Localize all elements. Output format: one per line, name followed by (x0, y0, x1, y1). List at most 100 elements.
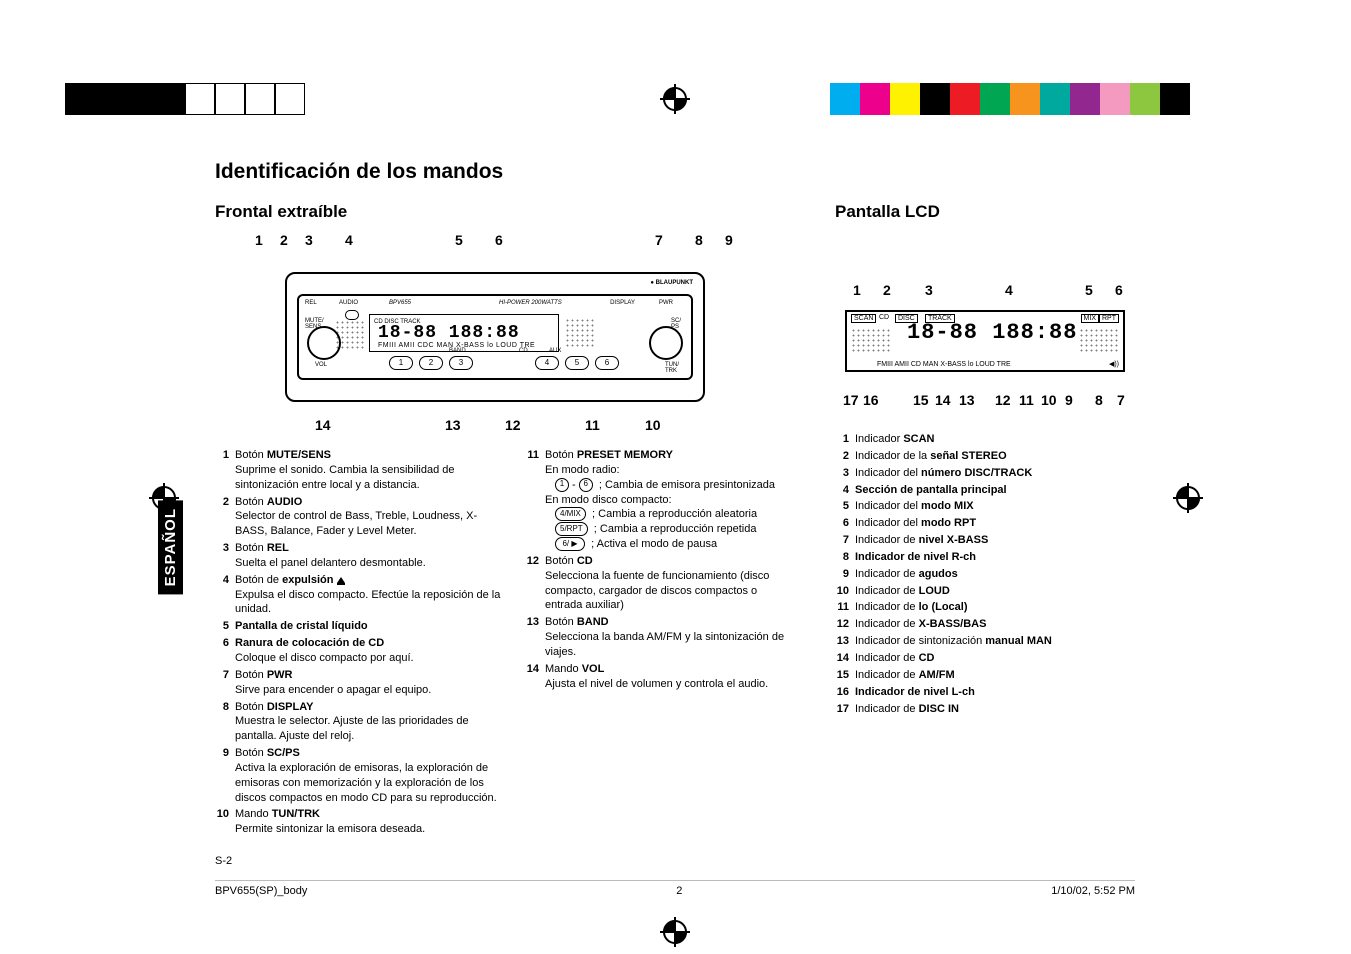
list-item: 2Botón AUDIOSelector de control de Bass,… (215, 495, 505, 540)
lcd-level-r (1079, 328, 1119, 354)
list-item: 4Botón de expulsión Expulsa el disco com… (215, 573, 505, 618)
front-panel-figure: 1 2 3 4 5 6 7 8 9 14 13 12 11 10 ● BLAUP… (215, 232, 775, 432)
brand-label: ● BLAUPUNKT (650, 280, 693, 286)
model-label: BPV655 (389, 300, 411, 306)
list-item: 11Indicador de lo (Local) (835, 600, 1135, 615)
list-item: 13Indicador de sintonización manual MAN (835, 634, 1135, 649)
list-item: 5Pantalla de cristal líquido (215, 619, 505, 634)
radio-frame: ● BLAUPUNKT REL AUDIO BPV655 HI-POWER 20… (285, 272, 705, 402)
aux-label: AUX (549, 348, 561, 354)
mute-label: MUTE/ SENS (305, 318, 324, 330)
callout-12: 12 (505, 417, 521, 433)
pwr-label: PWR (659, 300, 673, 306)
list-item: 10Mando TUN/TRKPermite sintonizar la emi… (215, 807, 505, 837)
list-item: 4Sección de pantalla principal (835, 483, 1135, 498)
lcd-level-l (851, 328, 891, 354)
lcd-c3: 3 (925, 282, 933, 298)
list-item: 6Indicador del modo RPT (835, 516, 1135, 531)
lcd-c6: 6 (1115, 282, 1123, 298)
lcd-c17: 17 (843, 392, 859, 408)
pause-key: 6/ ▶ (555, 537, 585, 551)
tun-knob (649, 326, 683, 360)
preset-row: 123 456 (389, 356, 619, 370)
cd-label-panel: CD (519, 348, 528, 354)
lcd-c8: 8 (1095, 392, 1103, 408)
color-bar-right (830, 83, 1190, 115)
vol-knob (307, 326, 341, 360)
front-list-colA: 1Botón MUTE/SENSSuprime el sonido. Cambi… (215, 448, 505, 839)
callout-3: 3 (305, 232, 313, 248)
list-item: 14Indicador de CD (835, 651, 1135, 666)
lcd-c12: 12 (995, 392, 1011, 408)
callout-11: 11 (585, 417, 600, 433)
front-panel-heading: Frontal extraíble (215, 202, 805, 222)
tun-label: TUN/ TRK (665, 362, 679, 374)
registration-mark-bottom (663, 920, 687, 944)
lcd-segment: 18-88 188:88 (907, 320, 1077, 345)
list-item: 2Indicador de la señal STEREO (835, 449, 1135, 464)
footer-date: 1/10/02, 5:52 PM (1051, 885, 1135, 897)
callout-8: 8 (695, 232, 703, 248)
list-item: 5Indicador del modo MIX (835, 499, 1135, 514)
callout-6: 6 (495, 232, 503, 248)
callout-9: 9 (725, 232, 733, 248)
lcd-c5: 5 (1085, 282, 1093, 298)
callout-1: 1 (255, 232, 263, 248)
list-item: 6Ranura de colocación de CDColoque el di… (215, 636, 505, 666)
list-item: 17Indicador de DISC IN (835, 702, 1135, 717)
callout-13: 13 (445, 417, 461, 433)
callout-5: 5 (455, 232, 463, 248)
hipower-label: HI-POWER 200WATTS (499, 300, 562, 306)
list-item: 1Indicador SCAN (835, 432, 1135, 447)
lcd-c11: 11 (1019, 392, 1034, 408)
lcd-c2: 2 (883, 282, 891, 298)
list-item: 1Botón MUTE/SENSSuprime el sonido. Cambi… (215, 448, 505, 493)
lcd-c13: 13 (959, 392, 975, 408)
audio-label: AUDIO (339, 300, 358, 306)
lcd-c10: 10 (1041, 392, 1057, 408)
callout-4: 4 (345, 232, 353, 248)
band-label: BAND (449, 348, 466, 354)
callout-10: 10 (645, 417, 661, 433)
list-item: 7Botón PWRSirve para encender o apagar e… (215, 668, 505, 698)
page-title: Identificación de los mandos (215, 160, 1135, 184)
preset-key-6: 6 (579, 478, 593, 492)
list-item: 8Indicador de nivel R-ch (835, 550, 1135, 565)
lcd-window: CD DISC TRACK 18-88 188:88 FMIII AMII CD… (369, 314, 559, 352)
page-footer: BPV655(SP)_body 2 1/10/02, 5:52 PM (215, 880, 1135, 897)
lcd-heading: Pantalla LCD (835, 202, 1135, 222)
page-code: S-2 (215, 855, 232, 867)
list-item: 16Indicador de nivel L-ch (835, 685, 1135, 700)
lcd-c14: 14 (935, 392, 951, 408)
list-item: 10Indicador de LOUD (835, 584, 1135, 599)
mix-key: 4/MIX (555, 507, 586, 521)
lcd-c16: 16 (863, 392, 879, 408)
eject-button-icon (345, 310, 359, 320)
lcd-list: 1Indicador SCAN 2Indicador de la señal ST… (835, 432, 1135, 716)
registration-mark-top (663, 87, 687, 111)
list-item: 9Botón SC/PSActiva la exploración de emi… (215, 746, 505, 805)
callout-7: 7 (655, 232, 663, 248)
footer-page: 2 (676, 885, 682, 897)
color-bar-left (65, 83, 305, 115)
preset-key-1: 1 (555, 478, 569, 492)
list-item: 15Indicador de AM/FM (835, 668, 1135, 683)
list-item: 3Indicador del número DISC/TRACK (835, 466, 1135, 481)
language-tab: ESPAÑOL (158, 500, 183, 594)
footer-file: BPV655(SP)_body (215, 885, 307, 897)
callout-2: 2 (280, 232, 288, 248)
list-item: 3Botón RELSuelta el panel delantero desm… (215, 541, 505, 571)
rel-label: REL (305, 300, 317, 306)
front-list-colB: 11 Botón PRESET MEMORY En modo radio: 1 … (525, 448, 795, 839)
lcd-c7: 7 (1117, 392, 1125, 408)
callout-14: 14 (315, 417, 331, 433)
segment-main: 18-88 188:88 (378, 323, 520, 343)
rpt-key: 5/RPT (555, 522, 588, 536)
list-item: 9Indicador de agudos (835, 567, 1135, 582)
level-meter-right (565, 318, 595, 348)
lcd-bottom-tags: FMIII AMII CD MAN X-BASS lo LOUD TRE (877, 361, 1011, 368)
lcd-c9: 9 (1065, 392, 1073, 408)
list-item: 8Botón DISPLAYMuestra le selector. Ajust… (215, 700, 505, 745)
lcd-c1: 1 (853, 282, 861, 298)
vol-label: VOL (315, 362, 327, 368)
